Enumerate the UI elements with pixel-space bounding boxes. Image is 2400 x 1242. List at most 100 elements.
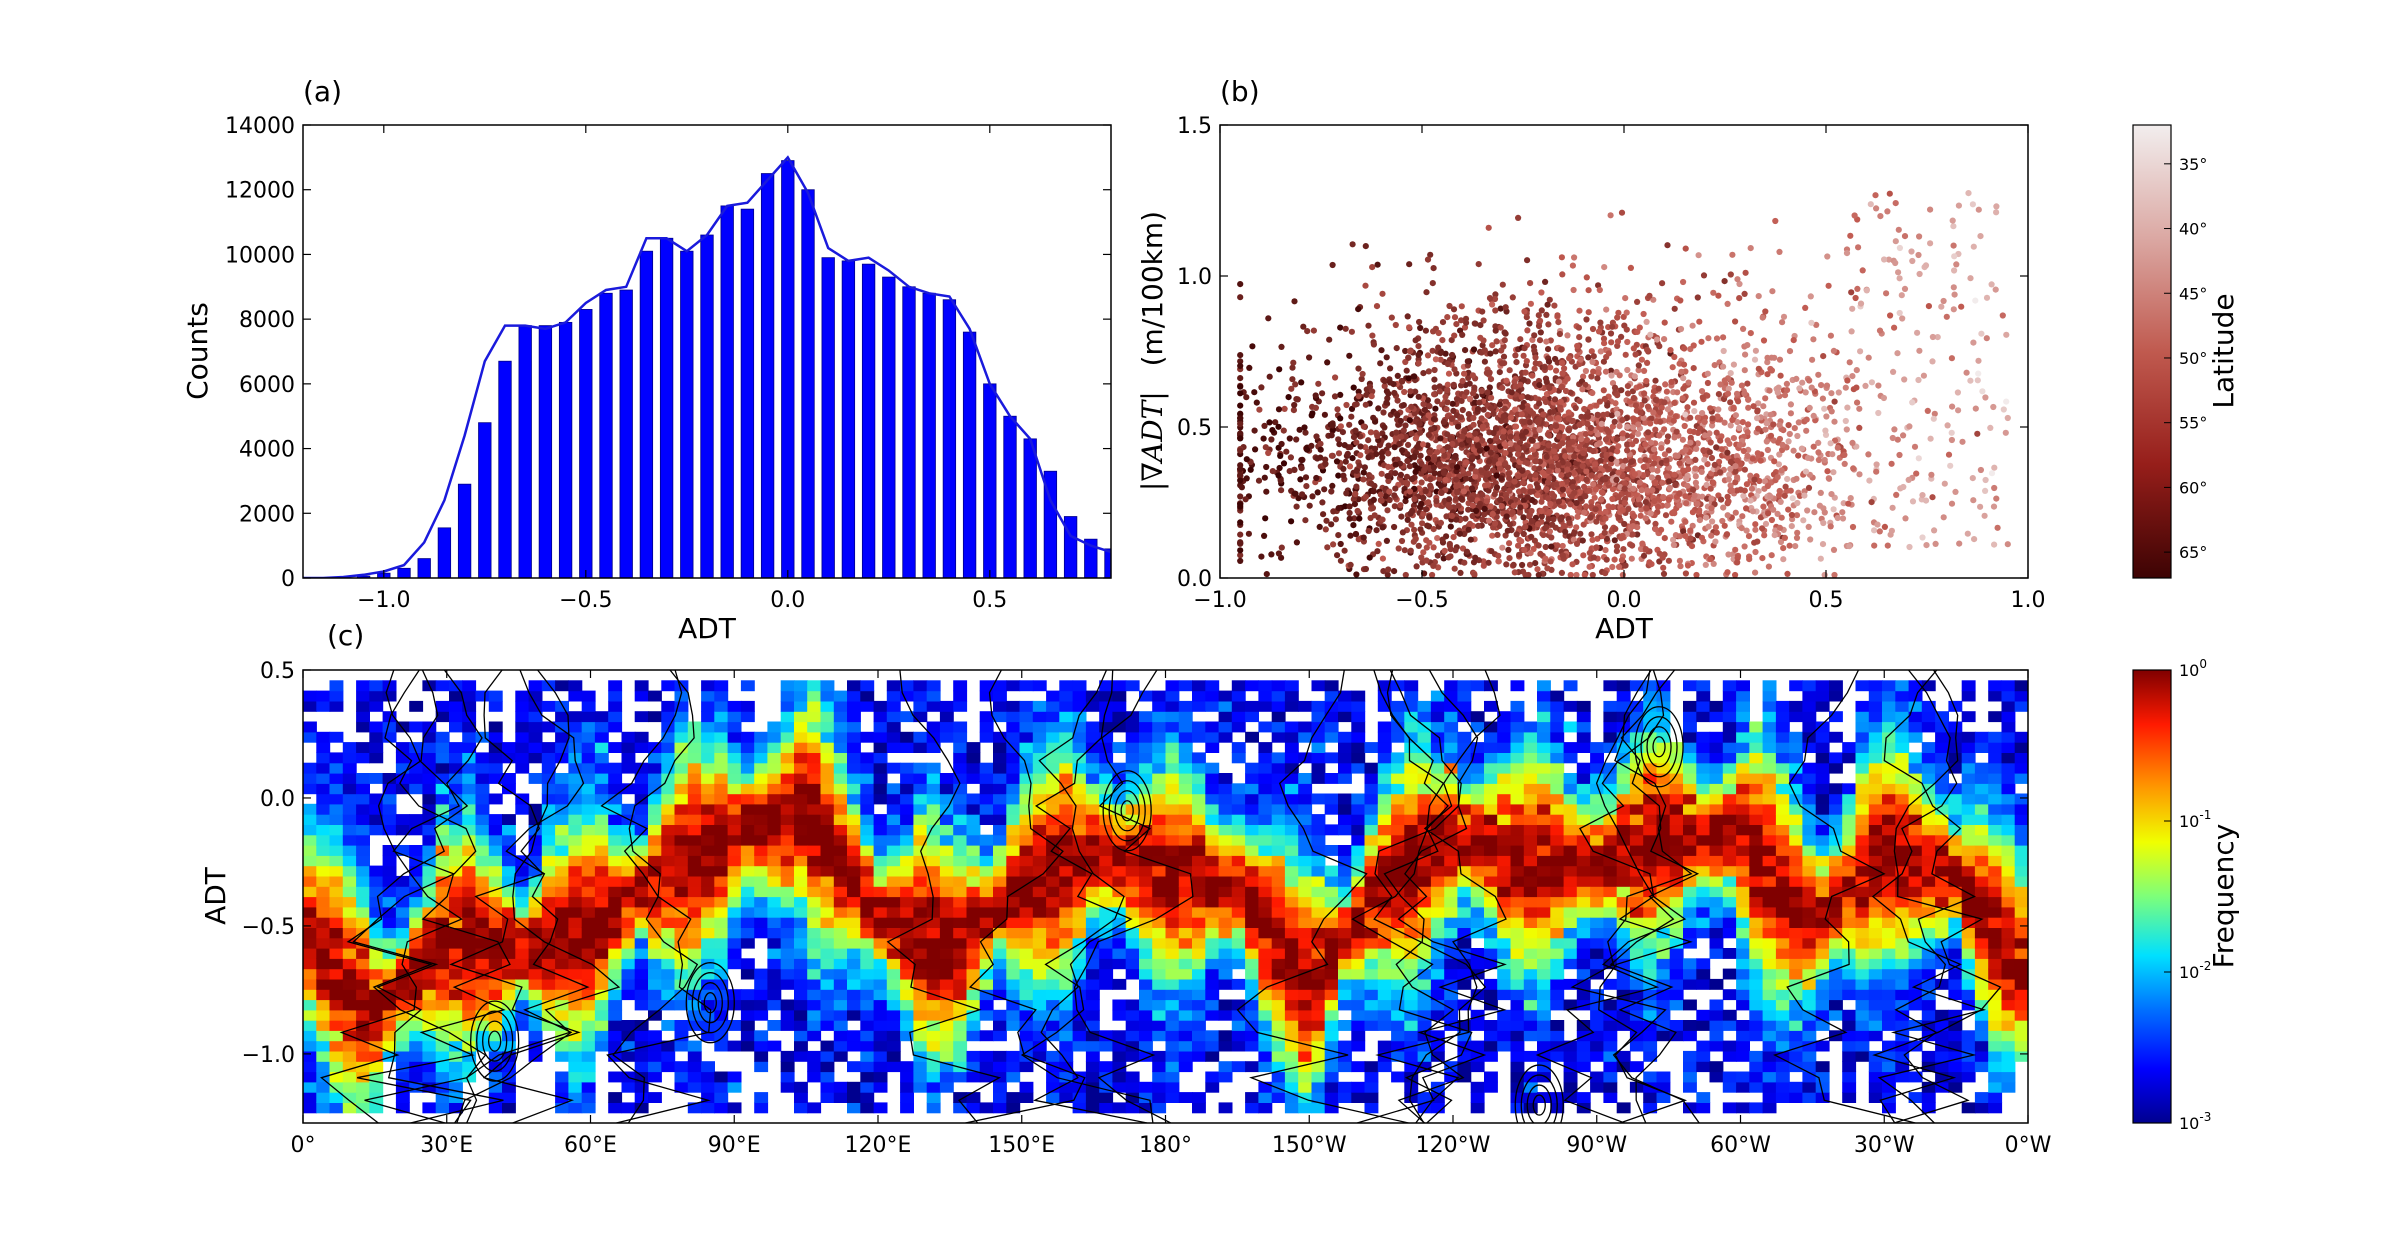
scatter-point bbox=[1506, 367, 1513, 374]
heatmap-cell bbox=[488, 906, 503, 918]
scatter-point bbox=[1430, 416, 1438, 423]
scatter-point bbox=[1411, 526, 1418, 533]
heatmap-cell bbox=[422, 978, 437, 990]
heatmap-cell bbox=[316, 834, 331, 846]
scatter-point bbox=[1661, 319, 1668, 326]
scatter-point bbox=[1521, 546, 1528, 554]
heatmap-cell bbox=[462, 731, 477, 743]
scatter-point bbox=[1426, 539, 1433, 546]
heatmap-cell bbox=[462, 989, 477, 1001]
scatter-point bbox=[1265, 449, 1272, 457]
scatter-point bbox=[1732, 468, 1739, 475]
heatmap-cell bbox=[395, 999, 410, 1011]
panel-b-x-ticks: −1.0 −0.5 0.0 0.5 1.0 bbox=[1193, 125, 2046, 613]
scatter-point bbox=[1589, 571, 1596, 578]
scatter-point bbox=[1698, 534, 1706, 541]
heatmap-cell bbox=[369, 731, 384, 743]
scatter-point bbox=[1498, 347, 1505, 354]
heatmap-cell bbox=[435, 814, 450, 825]
scatter-point bbox=[1786, 430, 1793, 438]
scatter-point bbox=[1570, 434, 1577, 441]
scatter-point bbox=[1970, 339, 1977, 346]
panel-b-label: (b) bbox=[1220, 75, 1260, 108]
scatter-point bbox=[1948, 500, 1956, 507]
heatmap-cell bbox=[316, 948, 331, 959]
scatter-point bbox=[1761, 532, 1768, 539]
scatter-point bbox=[1566, 355, 1573, 362]
scatter-point bbox=[1915, 376, 1922, 384]
scatter-point bbox=[1847, 232, 1854, 239]
heatmap-cell bbox=[303, 886, 317, 898]
scatter-point bbox=[1465, 374, 1472, 381]
heatmap-cell bbox=[395, 1102, 410, 1114]
heatmap-cell bbox=[409, 1050, 424, 1062]
scatter-point bbox=[1425, 368, 1432, 375]
scatter-point bbox=[1713, 335, 1721, 342]
scatter-point bbox=[1721, 522, 1728, 529]
heatmap-cell bbox=[528, 711, 543, 723]
scatter-point bbox=[1435, 344, 1442, 351]
heatmap-cell bbox=[409, 948, 424, 959]
heatmap-cell bbox=[369, 1081, 384, 1093]
scatter-point bbox=[1652, 520, 1659, 528]
scatter-point bbox=[1642, 456, 1649, 463]
scatter-point bbox=[1502, 532, 1509, 539]
heatmap-cell bbox=[342, 1081, 357, 1093]
scatter-point bbox=[1435, 564, 1442, 571]
scatter-point bbox=[1576, 443, 1583, 450]
y-tick-label: 8000 bbox=[239, 308, 295, 333]
scatter-point bbox=[1360, 469, 1367, 476]
scatter-point bbox=[1435, 329, 1442, 337]
scatter-point bbox=[1747, 497, 1754, 504]
scatter-point bbox=[1958, 303, 1965, 310]
scatter-point bbox=[1346, 515, 1353, 522]
scatter-point bbox=[1425, 431, 1432, 439]
scatter-point bbox=[1383, 537, 1390, 545]
scatter-point bbox=[1609, 423, 1616, 430]
scatter-point bbox=[1455, 423, 1462, 430]
scatter-point bbox=[1339, 429, 1346, 436]
heatmap-cell bbox=[342, 937, 357, 949]
scatter-point bbox=[1458, 414, 1465, 421]
scatter-point bbox=[1548, 534, 1555, 541]
scatter-point bbox=[1381, 383, 1388, 390]
scatter-point bbox=[1711, 461, 1718, 468]
scatter-point bbox=[1651, 454, 1658, 461]
scatter-point bbox=[1724, 512, 1731, 519]
scatter-point bbox=[1566, 446, 1573, 453]
panel-c-label: (c) bbox=[327, 619, 364, 652]
scatter-point bbox=[1950, 306, 1957, 313]
heatmap-cell bbox=[462, 700, 477, 712]
scatter-point bbox=[1583, 274, 1590, 281]
heatmap-cell bbox=[329, 783, 344, 795]
scatter-point bbox=[1424, 352, 1432, 359]
scatter-point bbox=[1392, 485, 1399, 492]
scatter-point bbox=[1463, 389, 1470, 396]
panel-a-label: (a) bbox=[303, 75, 342, 108]
scatter-point bbox=[1607, 367, 1615, 374]
scatter-point bbox=[1916, 347, 1923, 354]
scatter-point bbox=[1251, 389, 1258, 396]
heatmap-cell bbox=[342, 1071, 357, 1083]
scatter-point bbox=[1786, 542, 1793, 549]
scatter-point bbox=[1538, 289, 1545, 296]
scatter-point bbox=[1740, 492, 1747, 500]
heatmap-cell bbox=[528, 927, 543, 939]
scatter-point bbox=[1807, 293, 1814, 300]
heatmap-cell bbox=[528, 989, 543, 1001]
scatter-point bbox=[1969, 475, 1976, 482]
scatter-point bbox=[1920, 372, 1927, 379]
scatter-point bbox=[1707, 485, 1714, 492]
heatmap-cell bbox=[329, 958, 344, 970]
scatter-point bbox=[1531, 332, 1538, 339]
scatter-point bbox=[1603, 451, 1610, 458]
heatmap-cell bbox=[488, 1020, 503, 1031]
scatter-point bbox=[1794, 529, 1801, 536]
heatmap-cell bbox=[382, 886, 397, 898]
scatter-point bbox=[1892, 238, 1899, 245]
heatmap-cell bbox=[329, 896, 344, 908]
scatter-point bbox=[1237, 519, 1244, 526]
scatter-point bbox=[1516, 551, 1523, 558]
heatmap-cell bbox=[369, 1009, 384, 1021]
scatter-point bbox=[1630, 523, 1637, 530]
